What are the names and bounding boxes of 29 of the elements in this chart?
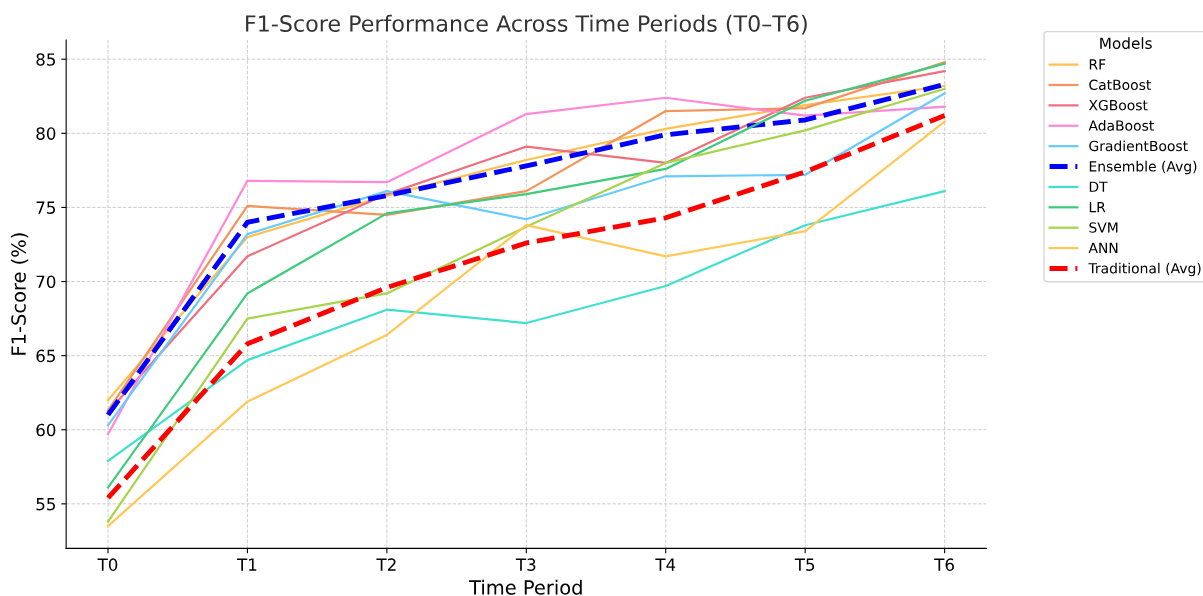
y-tick-label: 85	[36, 53, 55, 66]
y-axis-title: F1-Score (%)	[10, 233, 29, 355]
legend-label: Traditional (Avg)	[1088, 262, 1201, 277]
x-tick-label: T6	[934, 558, 954, 571]
y-tick-label: 75	[36, 201, 55, 214]
legend-label: LR	[1089, 202, 1106, 213]
legend-label: SVM	[1089, 222, 1118, 233]
y-tick-label: 55	[36, 498, 55, 511]
y-tick-label: 65	[36, 349, 55, 363]
x-axis-title: Time Period	[469, 579, 582, 595]
y-tick-label: 80	[36, 127, 56, 140]
legend-label: CatBoost	[1089, 79, 1151, 91]
x-tick-label: T3	[515, 558, 536, 571]
legend-label: ANN	[1088, 242, 1118, 253]
x-tick-label: T4	[655, 558, 676, 571]
y-tick-label: 70	[36, 275, 56, 289]
x-tick-label: T0	[97, 558, 118, 571]
legend-title: Models	[1100, 37, 1152, 50]
x-tick-label: T2	[376, 558, 396, 571]
y-tick-label: 60	[36, 423, 56, 437]
legend-label: AdaBoost	[1088, 120, 1154, 131]
x-tick-label: T5	[794, 558, 815, 571]
x-tick-label: T1	[236, 558, 257, 571]
legend-label: XGBoost	[1088, 99, 1148, 111]
chart-title: F1-Score Performance Across Time Periods (T0–T6)	[246, 14, 807, 35]
legend-label: DT	[1089, 181, 1108, 192]
legend-label: GradientBoost	[1089, 140, 1188, 152]
legend-label: Ensemble (Avg)	[1089, 160, 1197, 175]
legend-label: RF	[1089, 59, 1106, 70]
